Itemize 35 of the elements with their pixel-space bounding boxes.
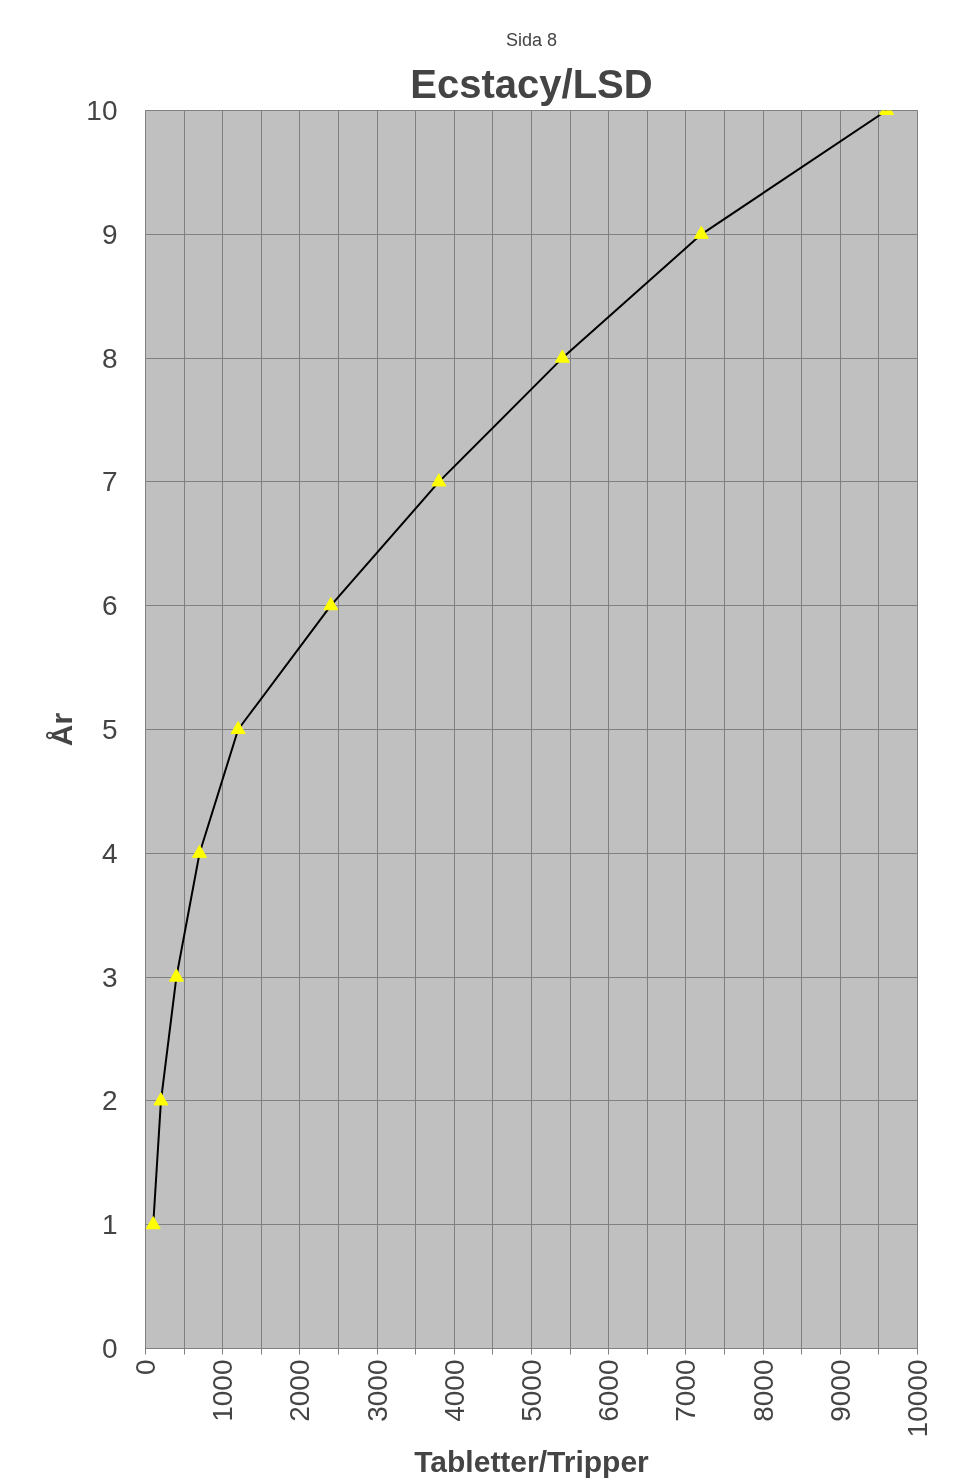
point xyxy=(168,968,184,982)
point xyxy=(145,1216,161,1230)
x-tick-label: 1000 xyxy=(207,1359,239,1422)
x-tick-label: 5000 xyxy=(516,1359,547,1422)
y-tick-label: 2 xyxy=(101,1085,118,1117)
point xyxy=(693,225,709,239)
point xyxy=(323,597,339,611)
x-tick-label: 10000 xyxy=(902,1359,933,1438)
x-tick-label: 4000 xyxy=(438,1359,470,1422)
chart-title: Ecstacy/LSD xyxy=(410,61,653,106)
x-tick-label: 2000 xyxy=(284,1359,316,1422)
y-axis-title: År xyxy=(45,712,79,747)
y-tick-label: 4 xyxy=(101,837,118,869)
y-tick-label: 9 xyxy=(101,218,118,250)
y-tick-label: 1 xyxy=(101,1209,118,1241)
text: Sida 8 xyxy=(505,29,558,50)
y-tick-label: 7 xyxy=(101,466,118,498)
y-tick-label: 6 xyxy=(101,590,118,622)
point xyxy=(153,1092,169,1106)
y-tick-label: 0 xyxy=(101,1333,118,1364)
point xyxy=(192,844,208,858)
point xyxy=(431,473,447,487)
x-tick-label: 9000 xyxy=(824,1359,856,1422)
x-tick-label: 7000 xyxy=(670,1359,702,1422)
x-axis-title: Tabletter/Tripper xyxy=(414,1445,650,1479)
point xyxy=(230,720,246,735)
y-tick-label: 3 xyxy=(101,961,118,993)
y-tick-label: 8 xyxy=(101,342,118,374)
y-tick-label: 5 xyxy=(101,714,118,745)
x-tick-label: 6000 xyxy=(593,1359,625,1422)
x-tick-label: 8000 xyxy=(747,1359,779,1422)
x-tick-label: 3000 xyxy=(361,1359,393,1422)
y-tick-label: 10 xyxy=(86,95,118,126)
x-tick-label: 0 xyxy=(130,1359,161,1376)
point xyxy=(554,349,570,363)
